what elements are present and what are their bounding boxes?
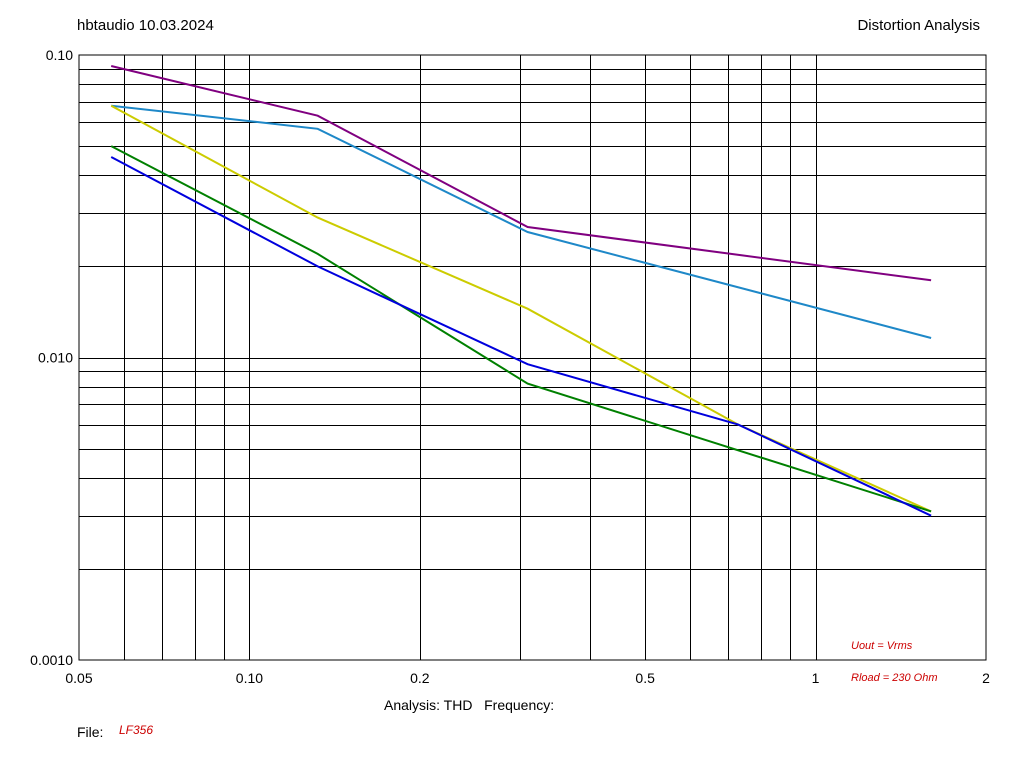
tick-labels: 0.05 0.10 0.2 0.5 1 2 0.10 0.010 0.0010 — [30, 47, 990, 686]
series-line-4 — [110, 145, 932, 513]
analysis-label: Analysis: THD Frequency: — [384, 697, 555, 713]
series-lines — [110, 65, 932, 517]
y-tick-label: 0.010 — [38, 350, 73, 366]
rload-annotation: Rload = 230 Ohm — [851, 672, 938, 684]
plot-frame — [78, 54, 987, 661]
x-tick-label: 0.5 — [635, 670, 655, 686]
x-tick-label: 1 — [812, 670, 820, 686]
uout-annotation: Uout = Vrms — [851, 640, 913, 652]
y-tick-label: 0.10 — [46, 47, 73, 63]
header-left-text: hbtaudio 10.03.2024 — [77, 17, 214, 34]
series-line-5 — [110, 156, 932, 517]
x-tick-label: 0.10 — [236, 670, 263, 686]
file-value: LF356 — [119, 723, 154, 737]
header-right-text: Distortion Analysis — [857, 17, 980, 34]
series-line-2 — [111, 104, 932, 339]
series-line-3 — [110, 104, 932, 513]
x-tick-label: 2 — [982, 670, 990, 686]
file-label: File: — [77, 724, 104, 740]
grid-lines — [79, 55, 986, 660]
y-tick-label: 0.0010 — [30, 652, 73, 668]
x-tick-label: 0.2 — [410, 670, 430, 686]
series-line-1 — [110, 65, 932, 282]
x-tick-label: 0.05 — [65, 670, 92, 686]
